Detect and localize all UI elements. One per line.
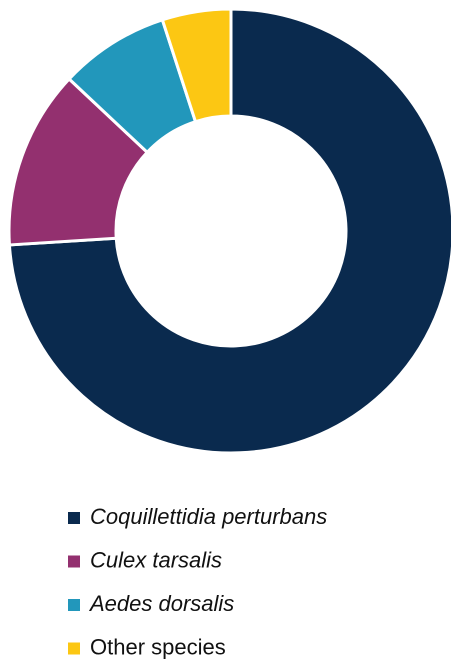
legend-swatch	[68, 642, 80, 655]
legend-swatch	[68, 555, 80, 568]
legend-swatch	[68, 512, 80, 524]
legend-label: Other species	[90, 634, 226, 659]
donut-segment	[160, 7, 233, 124]
donut-segment	[7, 7, 451, 455]
legend-label: Aedes dorsalis	[88, 591, 234, 616]
legend-label: Culex tarsalis	[90, 547, 222, 572]
legend-label: Coquillettidia perturbans	[90, 504, 327, 529]
legend-swatch	[68, 599, 80, 611]
